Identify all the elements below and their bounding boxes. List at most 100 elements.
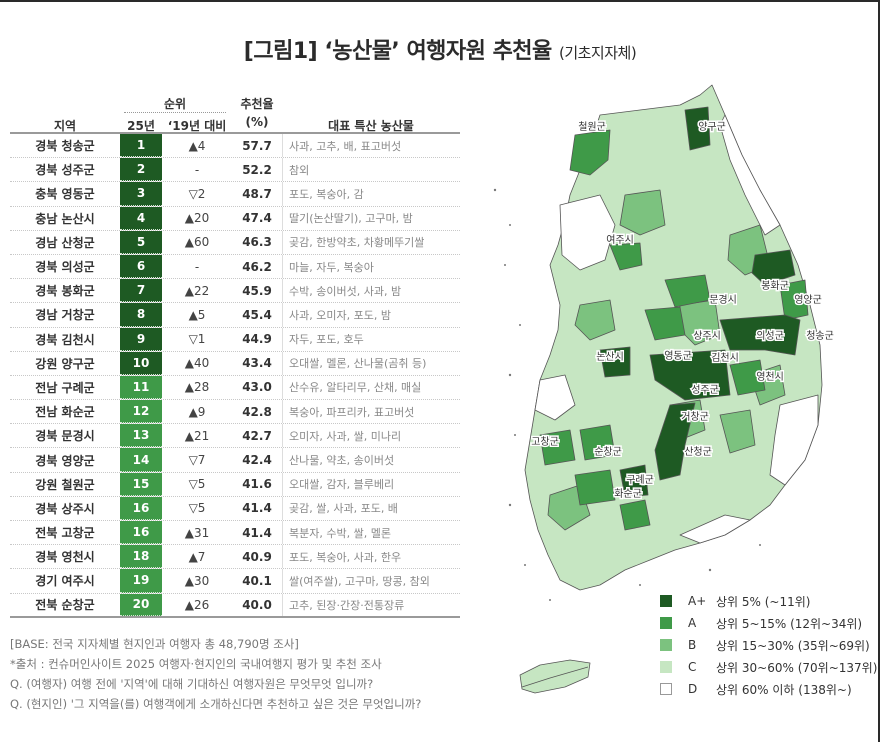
cell-rank: 16	[120, 521, 162, 545]
map-label-yeongcheon: 영천시	[756, 371, 784, 383]
cell-region: 전남 구례군	[35, 380, 95, 395]
legend-grade: B	[688, 638, 697, 652]
header-rank-25: 25년	[127, 119, 155, 133]
region-nonsan	[599, 346, 631, 378]
cell-rate: 46.2	[242, 259, 272, 274]
cell-rank: 7	[120, 279, 162, 303]
cell-products: 딸기(논산딸기), 고구마, 밤	[282, 206, 460, 230]
cell-rate: 42.8	[242, 404, 272, 419]
region-geochang-sancheong	[654, 402, 696, 481]
cell-region: 경남 산청군	[35, 235, 95, 250]
cell-rate: 44.9	[242, 332, 272, 347]
legend-grade: C	[688, 660, 697, 674]
title-sub: (기초지자체)	[558, 44, 637, 62]
cell-rate: 41.4	[242, 525, 272, 540]
cell-rank: 15	[120, 472, 162, 496]
legend-swatch-icon	[660, 617, 672, 629]
legend-swatch-icon	[660, 683, 672, 695]
cell-products: 고추, 된장·간장·전통장류	[282, 593, 460, 616]
cell-rank-change: ▲21	[184, 428, 210, 443]
region-sunchang	[579, 424, 616, 461]
cell-rank: 6	[120, 254, 162, 279]
cell-products: 복숭아, 파프리카, 표고버섯	[282, 400, 460, 424]
cell-rate: 40.1	[242, 573, 272, 588]
map-legend: A+ 상위 5% (~11위) A 상위 5~15% (12위~34위) B 상위 15~…	[660, 590, 877, 700]
cell-rate: 48.7	[242, 186, 272, 201]
map-label-uiseong: 의성군	[756, 330, 784, 342]
region-grade-b	[619, 189, 666, 236]
map-label-yeongyang: 영양군	[794, 294, 822, 306]
note-base: [BASE: 전국 지자체별 현지인과 여행자 총 48,790명 조사]	[10, 637, 299, 651]
cell-region: 전북 고창군	[35, 526, 95, 541]
region-hwasun	[574, 469, 616, 506]
cell-rank-change: ▲26	[184, 597, 210, 612]
cell-region: 경북 의성군	[35, 260, 95, 275]
cell-rate: 43.0	[242, 380, 272, 395]
legend-swatch-icon	[660, 595, 672, 607]
region-yeoju	[609, 242, 643, 271]
cell-rate: 40.9	[242, 549, 272, 564]
cell-rank-change: ▲4	[188, 138, 206, 153]
table-row: 경남 산청군 5 ▲60 46.3 곶감, 한방약초, 차황메뚜기쌀	[10, 230, 460, 255]
legend-grade: D	[688, 682, 698, 696]
map-label-gurye: 구례군	[626, 474, 654, 486]
cell-rate: 47.4	[242, 211, 272, 226]
cell-rank: 19	[120, 569, 162, 593]
cell-rank-change: ▲9	[188, 404, 206, 419]
cell-rank: 5	[120, 230, 162, 254]
cell-products: 산나물, 약초, 송이버섯	[282, 448, 460, 472]
region-sangju	[644, 306, 686, 341]
cell-rank-change: ▲30	[184, 573, 210, 588]
figure-title: [그림1] ‘농산물’ 여행자원 추천율 (기초지자체)	[0, 33, 880, 65]
table-row: 경북 봉화군 7 ▲22 45.9 수박, 송이버섯, 사과, 밤	[10, 279, 460, 304]
cell-rank: 14	[120, 448, 162, 472]
cell-rank-change: ▽5	[188, 501, 206, 516]
cell-region: 경북 성주군	[35, 163, 95, 178]
table-row: 경북 성주군 2 - 52.2 참외	[10, 158, 460, 183]
cell-rank: 12	[120, 400, 162, 424]
cell-region: 경기 여주시	[35, 574, 95, 589]
table-row: 충북 영동군 3 ▽2 48.7 포도, 복숭아, 감	[10, 182, 460, 207]
table-row: 경북 상주시 16 ▽5 41.4 곶감, 쌀, 사과, 포도, 배	[10, 496, 460, 521]
table-row: 경북 문경시 13 ▲21 42.7 오미자, 사과, 쌀, 미나리	[10, 424, 460, 449]
cell-region: 경북 문경시	[35, 429, 95, 444]
header-rate: 추천율 (%)	[232, 95, 282, 131]
region-yeongcheon	[729, 359, 766, 396]
map-label-mungyeong: 문경시	[709, 293, 737, 306]
cell-rate: 40.0	[242, 597, 272, 612]
table-row: 전남 구례군 11 ▲28 43.0 산수유, 알타리무, 산채, 매실	[10, 375, 460, 401]
legend-grade: A	[688, 616, 697, 630]
ranking-table: 지역 순위 25년 ‘19년 대비 추천율 (%) 대표 특산 농산물 경북 청…	[10, 92, 460, 618]
cell-products: 포도, 복숭아, 감	[282, 182, 460, 206]
cell-products: 산수유, 알타리무, 산채, 매실	[282, 375, 460, 400]
cell-region: 강원 양구군	[35, 356, 95, 371]
table-row: 충남 논산시 4 ▲20 47.4 딸기(논산딸기), 고구마, 밤	[10, 206, 460, 231]
cell-rate: 43.4	[242, 356, 272, 371]
region-grade-d	[559, 194, 616, 271]
cell-products: 오미자, 사과, 쌀, 미나리	[282, 424, 460, 448]
cell-products: 곶감, 한방약초, 차황메뚜기쌀	[282, 230, 460, 254]
cell-region: 경북 상주시	[35, 501, 95, 516]
table-row: 강원 철원군 15 ▽5 41.6 오대쌀, 감자, 블루베리	[10, 472, 460, 497]
cell-rate: 45.4	[242, 307, 272, 322]
cell-region: 충북 영동군	[35, 187, 95, 202]
legend-item: B 상위 15~30% (35위~69위)	[660, 634, 877, 656]
cell-rank-change: ▲22	[184, 283, 210, 298]
legend-item: D 상위 60% 이하 (138위~)	[660, 678, 877, 700]
map-label-gimcheon: 김천시	[711, 352, 739, 364]
cell-rank-change: ▲20	[184, 211, 210, 226]
cell-products: 자두, 포도, 호두	[282, 327, 460, 351]
table-row: 강원 양구군 10 ▲40 43.4 오대쌀, 멜론, 산나물(곰취 등)	[10, 351, 460, 376]
cell-region: 경북 김천시	[35, 332, 95, 347]
cell-rank-change: ▲40	[184, 356, 210, 371]
cell-rank: 20	[120, 593, 162, 616]
table-row: 경북 의성군 6 - 46.2 마늘, 자두, 복숭아	[10, 254, 460, 280]
map-label-bonghwa: 봉화군	[761, 280, 789, 292]
table-row: 경북 영천시 18 ▲7 40.9 포도, 복숭아, 사과, 한우	[10, 545, 460, 570]
header-region: 지역	[53, 119, 77, 133]
legend-grade: A+	[688, 594, 707, 608]
header-products: 대표 특산 농산물	[328, 119, 414, 133]
cell-rate: 42.7	[242, 428, 272, 443]
table-row: 경북 김천시 9 ▽1 44.9 자두, 포도, 호두	[10, 327, 460, 352]
table-row: 경북 영양군 14 ▽7 42.4 산나물, 약초, 송이버섯	[10, 448, 460, 473]
